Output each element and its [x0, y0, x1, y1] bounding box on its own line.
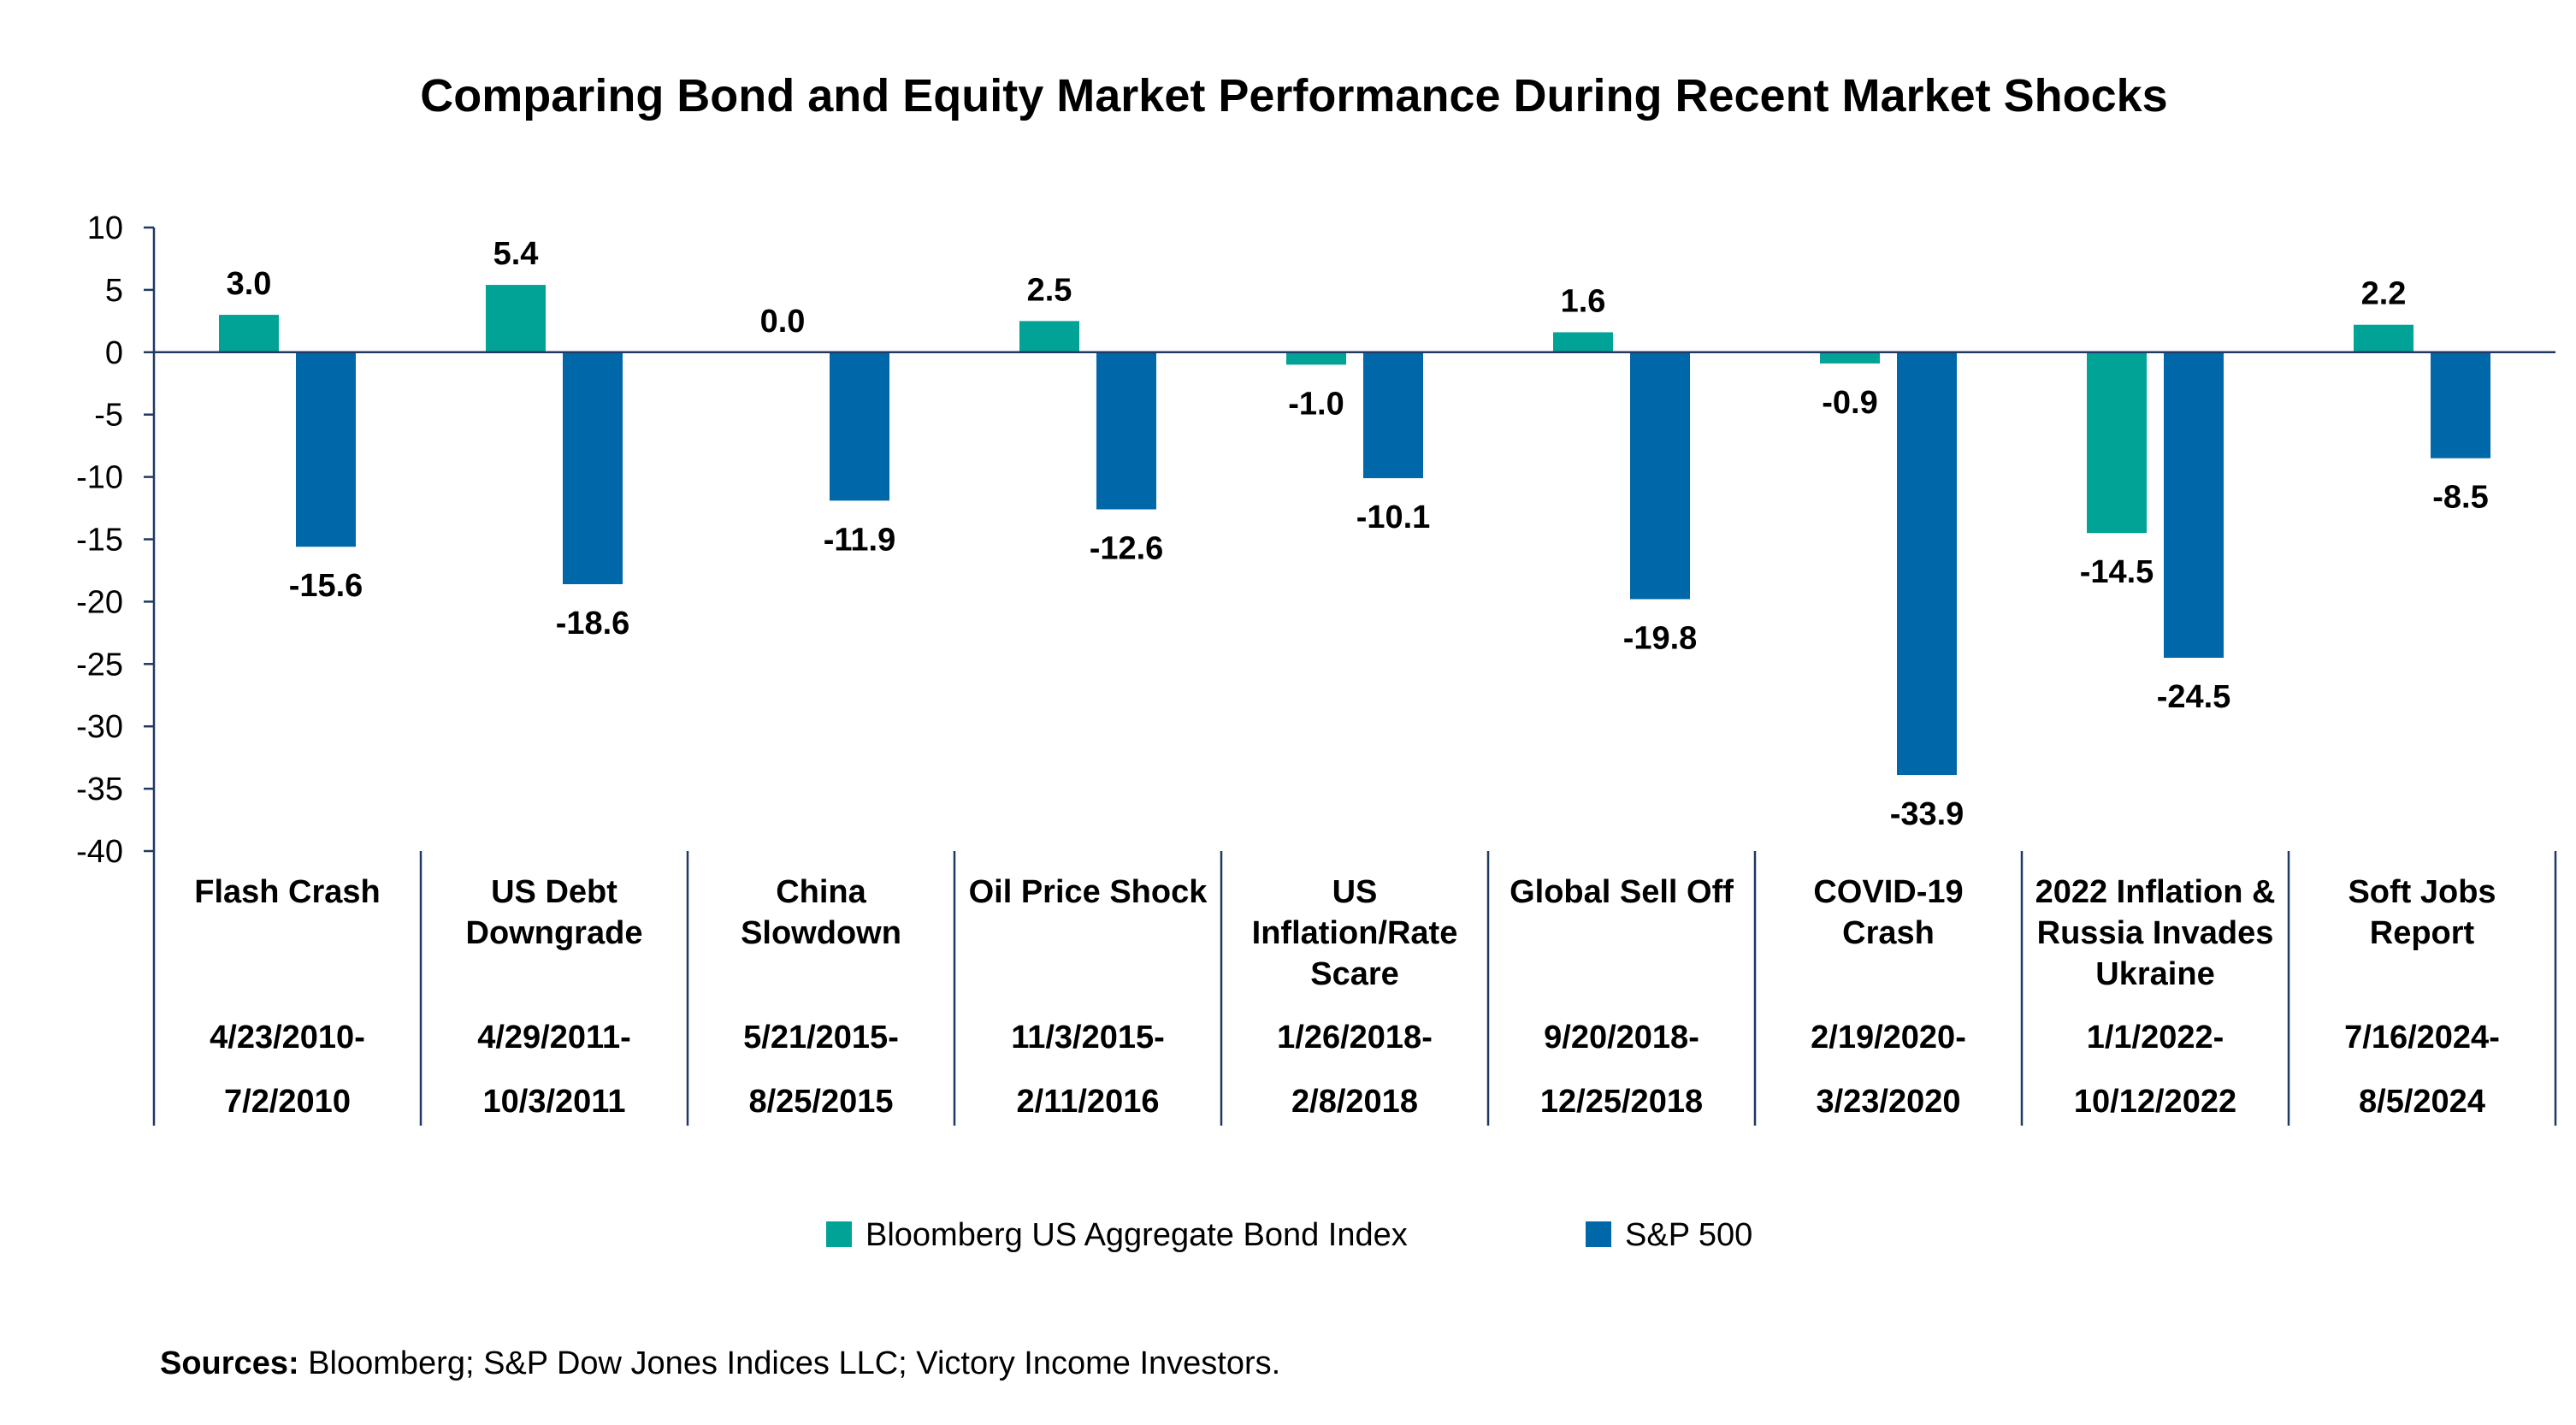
y-tick-label: -10 [76, 460, 123, 496]
category-date-label: 10/3/2011 [483, 1084, 626, 1120]
source-note: Sources: Bloomberg; S&P Dow Jones Indice… [160, 1345, 1280, 1381]
category-name-label: US [1332, 874, 1378, 910]
category-name-label: Inflation/Rate [1252, 915, 1458, 951]
sp500-bar [296, 352, 356, 547]
category-date-label: 4/23/2010- [210, 1020, 365, 1055]
bond-bar [219, 315, 279, 352]
y-tick-label: 10 [87, 210, 123, 246]
y-tick-label: 5 [105, 273, 123, 309]
category-name-label: Downgrade [466, 915, 643, 951]
sp500-value-label: -8.5 [2432, 480, 2488, 516]
legend-label-bond: Bloomberg US Aggregate Bond Index [866, 1217, 1408, 1253]
category-name-label: China [776, 874, 866, 910]
category-labels: Flash Crash 4/23/2010- 7/2/2010 US Debt Down… [152, 851, 2557, 1126]
category-date-label: 10/12/2022 [2074, 1084, 2236, 1120]
bond-value-label: -0.9 [1822, 385, 1877, 421]
category-date-label: 2/19/2020- [1811, 1020, 1966, 1055]
bond-value-label: -1.0 [1288, 386, 1344, 422]
sp500-value-label: -18.6 [556, 606, 630, 642]
sp500-bar [2431, 352, 2490, 458]
bond-bar [1019, 321, 1079, 352]
sp500-bar [1363, 352, 1423, 479]
category-date-label: 8/5/2024 [2359, 1084, 2485, 1120]
bond-bar [1286, 352, 1346, 365]
legend: Bloomberg US Aggregate Bond Index S&P 500 [826, 1217, 1752, 1253]
category-name-label: Oil Price Shock [969, 874, 1208, 910]
legend-swatch-sp500 [1586, 1221, 1611, 1247]
y-tick-label: -35 [76, 772, 123, 807]
legend-swatch-bond [826, 1221, 852, 1247]
category-name-label: Russia Invades [2037, 915, 2274, 951]
sp500-bar [830, 352, 889, 501]
category-date-label: 12/25/2018 [1540, 1084, 1703, 1120]
sp500-bar [1630, 352, 1690, 600]
sp500-value-label: -19.8 [1623, 620, 1698, 656]
category-date-label: 7/16/2024- [2344, 1020, 2500, 1055]
source-label: Sources: [160, 1345, 299, 1381]
chart-title: Comparing Bond and Equity Market Perform… [420, 70, 2167, 121]
category-name-label: US Debt [491, 874, 617, 910]
category-date-label: 5/21/2015- [743, 1020, 899, 1055]
source-text: Bloomberg; S&P Dow Jones Indices LLC; Vi… [299, 1345, 1281, 1381]
category-date-label: 1/1/2022- [2087, 1020, 2224, 1055]
data-labels: 3.0 5.4 0.0 2.5 -1.0 1.6 -0.9 -14.5 2.2 -15.6 -18.… [227, 236, 2489, 832]
category-name-label: Crash [1842, 915, 1935, 951]
sp500-value-label: -15.6 [289, 568, 363, 604]
legend-label-sp500: S&P 500 [1625, 1217, 1752, 1253]
bond-value-label: 1.6 [1561, 283, 1606, 319]
sp500-bar [563, 352, 623, 584]
bond-value-label: 2.2 [2361, 276, 2407, 312]
category-date-label: 4/29/2011- [477, 1020, 631, 1055]
bond-value-label: -14.5 [2080, 554, 2154, 590]
category-date-label: 9/20/2018- [1544, 1020, 1699, 1055]
sp500-value-label: -11.9 [824, 522, 896, 558]
category-name-label: Report [2370, 915, 2475, 951]
bond-bar [2354, 324, 2414, 352]
sp500-value-label: -24.5 [2157, 679, 2231, 715]
y-tick-label: -25 [76, 647, 123, 683]
sp500-bar [1096, 352, 1156, 510]
sp500-value-label: -10.1 [1356, 500, 1431, 535]
y-axis: 10 5 0 -5 -10 -15 -20 -25 -30 -35 -40 [76, 210, 156, 870]
bond-value-label: 2.5 [1027, 272, 1072, 308]
bond-value-label: 3.0 [227, 266, 272, 302]
category-name-label: Global Sell Off [1510, 874, 1734, 910]
category-name-label: Soft Jobs [2348, 874, 2496, 910]
bond-bar [1820, 352, 1880, 364]
bond-bar [2087, 352, 2147, 534]
category-name-label: 2022 Inflation & [2035, 874, 2276, 910]
sp500-value-label: -33.9 [1890, 796, 1964, 832]
bond-value-label: 5.4 [493, 236, 539, 272]
y-tick-label: -40 [76, 834, 123, 870]
y-tick-label: -15 [76, 523, 123, 559]
category-name-label: Ukraine [2095, 956, 2214, 992]
sp500-value-label: -12.6 [1090, 531, 1164, 567]
category-name-label: Slowdown [741, 915, 901, 951]
category-name-label: COVID-19 [1813, 874, 1963, 910]
category-name-label: Scare [1310, 956, 1399, 992]
category-name-label: Flash Crash [194, 874, 381, 910]
category-date-label: 2/11/2016 [1017, 1084, 1160, 1120]
category-date-label: 1/26/2018- [1277, 1020, 1433, 1055]
bond-value-label: 0.0 [760, 304, 806, 340]
sp500-bar [2164, 352, 2224, 659]
bond-bar [1553, 332, 1613, 352]
category-date-label: 3/23/2020 [1816, 1084, 1960, 1120]
category-date-label: 8/25/2015 [748, 1084, 893, 1120]
y-tick-label: -5 [94, 398, 123, 434]
category-date-label: 2/8/2018 [1291, 1084, 1418, 1120]
y-tick-label: -30 [76, 709, 123, 745]
category-date-label: 11/3/2015- [1011, 1020, 1165, 1055]
y-tick-label: 0 [105, 335, 123, 371]
bars [154, 285, 2555, 776]
category-date-label: 7/2/2010 [224, 1084, 351, 1120]
sp500-bar [1897, 352, 1957, 776]
y-tick-label: -20 [76, 584, 123, 620]
bond-bar [486, 285, 546, 352]
